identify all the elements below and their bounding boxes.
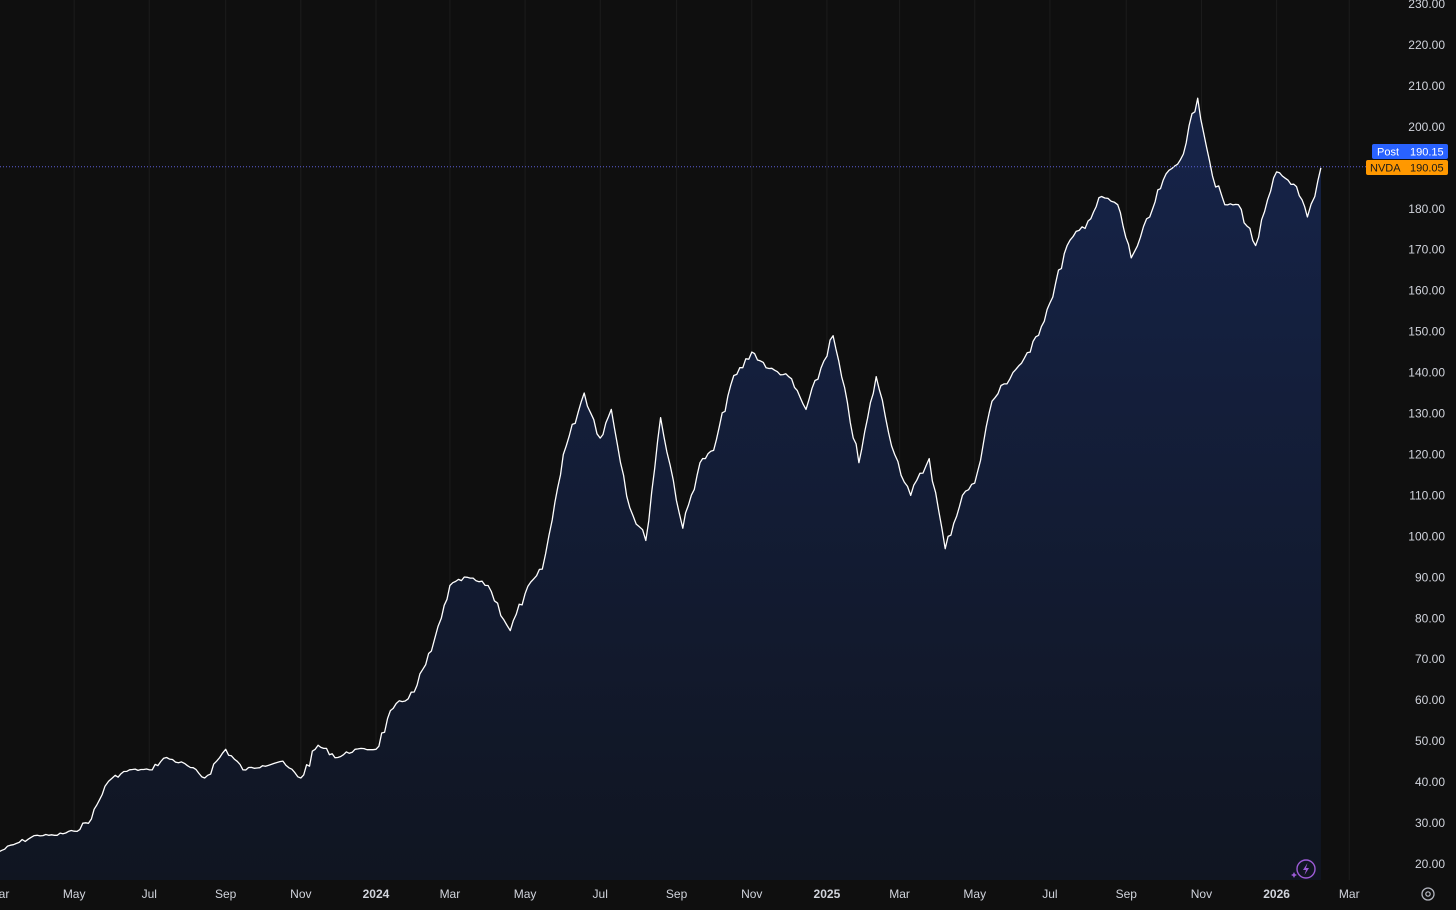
- y-tick-label: 180.00: [1408, 202, 1445, 216]
- y-tick-label: 230.00: [1408, 0, 1445, 11]
- x-tick-label: 2026: [1263, 887, 1290, 901]
- y-tick-label: 210.00: [1408, 79, 1445, 93]
- y-tick-label: 80.00: [1415, 611, 1445, 625]
- x-tick-label: Mar: [889, 887, 910, 901]
- x-tick-label: Nov: [290, 887, 311, 901]
- y-tick-label: 30.00: [1415, 816, 1445, 830]
- price-area-fill: [0, 98, 1321, 880]
- x-tick-label: Nov: [741, 887, 762, 901]
- y-tick-label: 200.00: [1408, 120, 1445, 134]
- y-tick-label: 60.00: [1415, 693, 1445, 707]
- x-tick-label: Sep: [215, 887, 237, 901]
- x-tick-label: 2025: [814, 887, 841, 901]
- x-tick-label: Mar: [440, 887, 461, 901]
- post-badge-value: 190.15: [1410, 147, 1444, 159]
- y-axis[interactable]: 230.00220.00210.00200.00190.00180.00170.…: [1408, 0, 1445, 871]
- post-badge-label: Post: [1377, 147, 1399, 159]
- price-area: [0, 98, 1321, 880]
- x-tick-label: Jul: [1042, 887, 1057, 901]
- x-tick-label: Sep: [1116, 887, 1138, 901]
- ticker-badge-bg: [1366, 160, 1448, 175]
- y-tick-label: 130.00: [1408, 407, 1445, 421]
- y-tick-label: 140.00: [1408, 366, 1445, 380]
- x-axis[interactable]: Mar May Jul Sep Nov 2024 Mar May Jul Sep Nov 2025 Ma…: [0, 887, 1360, 901]
- x-tick-label: May: [514, 887, 537, 901]
- post-badge-bg: [1372, 144, 1448, 159]
- ticker-badge-label: NVDA: [1370, 163, 1401, 175]
- gear-icon[interactable]: [1421, 887, 1435, 901]
- y-tick-label: 50.00: [1415, 734, 1445, 748]
- lightning-icon[interactable]: [1291, 859, 1316, 879]
- x-tick-label: Mar: [0, 887, 9, 901]
- y-tick-label: 70.00: [1415, 652, 1445, 666]
- ticker-badge-value: 190.05: [1410, 163, 1444, 175]
- x-tick-label: Jul: [593, 887, 608, 901]
- x-tick-label: Mar: [1339, 887, 1360, 901]
- y-tick-label: 120.00: [1408, 447, 1445, 461]
- x-tick-label: May: [963, 887, 986, 901]
- x-tick-label: Sep: [666, 887, 688, 901]
- x-tick-label: Nov: [1191, 887, 1212, 901]
- price-series-line[interactable]: [0, 97, 1322, 852]
- y-tick-label: 40.00: [1415, 775, 1445, 789]
- y-tick-label: 100.00: [1408, 529, 1445, 543]
- x-tick-label: May: [63, 887, 86, 901]
- y-tick-label: 160.00: [1408, 284, 1445, 298]
- y-tick-label: 220.00: [1408, 38, 1445, 52]
- y-tick-label: 170.00: [1408, 243, 1445, 257]
- price-badges: Post 190.15 NVDA 190.05: [1366, 144, 1448, 175]
- price-line-series[interactable]: [0, 97, 1322, 854]
- y-tick-label: 150.00: [1408, 325, 1445, 339]
- y-tick-label: 110.00: [1409, 488, 1445, 502]
- y-tick-label: 20.00: [1415, 857, 1445, 871]
- x-tick-label: Jul: [142, 887, 157, 901]
- x-tick-label: 2024: [363, 887, 390, 901]
- y-tick-label: 90.00: [1415, 570, 1445, 584]
